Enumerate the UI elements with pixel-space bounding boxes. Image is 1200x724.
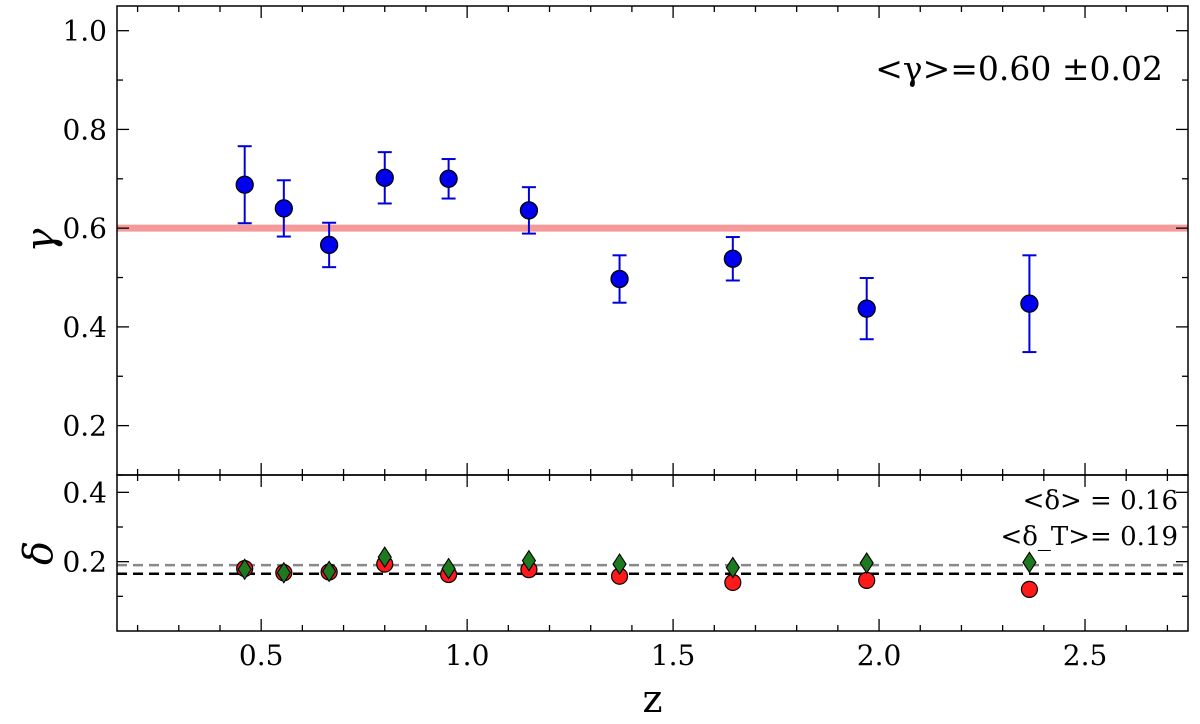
bottom-y-tick-label: 0.4 <box>62 476 107 509</box>
z-axis-label: z <box>642 677 662 719</box>
gamma-point <box>1020 294 1039 313</box>
gamma-point <box>723 249 742 268</box>
delta-t-point <box>377 546 392 569</box>
delta-t-point <box>521 549 537 572</box>
gamma-point <box>274 199 293 218</box>
bottom-panel: 0.5 1.0 1.5 2.0 2.5 0.2 0.4 δ z <δ> = 0.16 <δ_T>= … <box>16 474 1189 721</box>
top-y-tick-label: 1.0 <box>62 15 107 48</box>
delta-point <box>1020 580 1039 599</box>
gamma-mean-annotation: <γ>=0.60 ±0.02 <box>875 49 1163 88</box>
gamma-point <box>319 235 339 255</box>
delta-mean-annotation: <δ> = 0.16 <box>1023 486 1178 516</box>
delta-point <box>858 571 876 589</box>
x-tick-label: 1.0 <box>445 639 490 672</box>
x-tick-label: 1.5 <box>651 639 696 672</box>
gamma-point <box>375 168 394 187</box>
delta-t-point <box>725 556 740 579</box>
delta-t-point <box>859 552 874 575</box>
gamma-point <box>439 169 458 188</box>
bottom-y-tick-label: 0.2 <box>62 546 107 579</box>
gamma-point <box>610 269 629 289</box>
delta-t-point <box>1022 551 1037 574</box>
gamma-point <box>235 175 254 194</box>
delta-t-point <box>237 558 252 581</box>
top-y-tick-label: 0.6 <box>62 212 107 245</box>
x-tick-label: 2.5 <box>1063 639 1108 672</box>
delta-t-point <box>321 560 337 583</box>
top-y-tick-label: 0.8 <box>62 113 107 146</box>
delta-t-mean-annotation: <δ_T>= 0.19 <box>1000 522 1178 552</box>
top-y-tick-label: 0.2 <box>62 410 107 443</box>
x-tick-label: 0.5 <box>239 639 284 672</box>
delta-axis-label: δ <box>16 541 62 565</box>
top-panel: 0.2 0.4 0.6 0.8 1.0 γ <γ>=0.60 ±0.02 <box>18 5 1189 476</box>
gamma-point <box>519 201 539 220</box>
delta-t-point <box>612 553 627 576</box>
gamma-axis-label: γ <box>18 228 64 252</box>
delta-t-point <box>276 561 291 584</box>
gamma-point <box>857 299 876 318</box>
delta-t-point <box>441 557 456 580</box>
top-y-tick-label: 0.4 <box>62 311 107 344</box>
x-tick-label: 2.0 <box>857 639 902 672</box>
bottom-panel-frame <box>116 474 1189 632</box>
